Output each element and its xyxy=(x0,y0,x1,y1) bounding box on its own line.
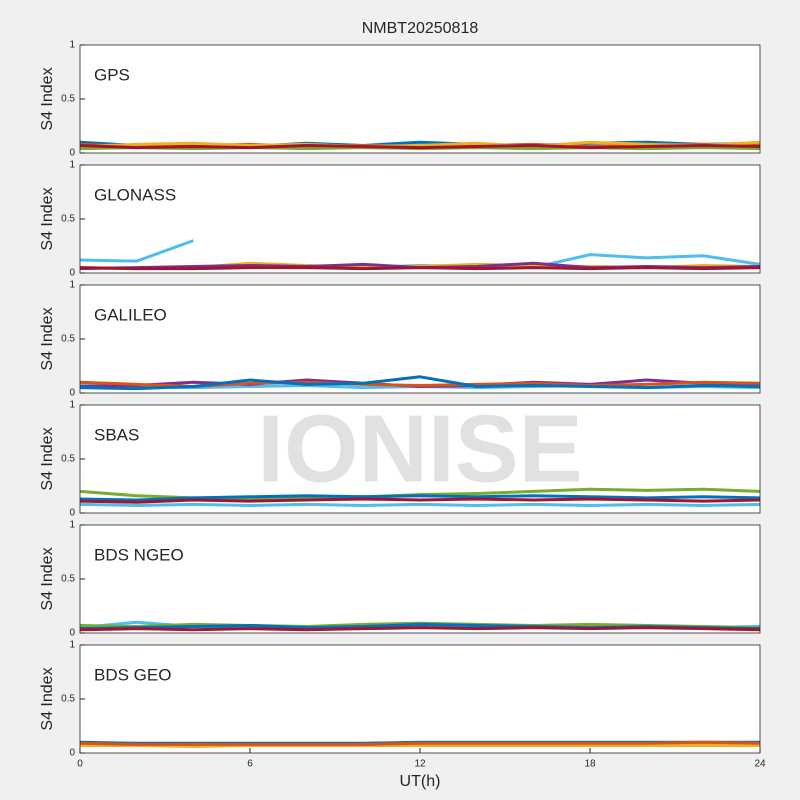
y-tick-label: 1 xyxy=(69,520,75,531)
series-line xyxy=(79,375,761,391)
axes-box xyxy=(79,644,761,754)
y-tick-label: 0.5 xyxy=(61,334,75,345)
y-tick-label: 0.5 xyxy=(61,454,75,465)
y-tick-label: 1 xyxy=(69,640,75,651)
y-axis-label: S4 Index xyxy=(39,667,56,730)
y-tick-label: 0 xyxy=(69,388,75,399)
y-tick-label: 1 xyxy=(69,160,75,171)
axes-background xyxy=(80,45,760,153)
y-tick-label: 0.5 xyxy=(61,214,75,225)
x-tick-label: 6 xyxy=(247,759,253,770)
y-tick-label: 1 xyxy=(69,40,75,51)
series-line xyxy=(79,266,761,271)
axes-background xyxy=(80,285,760,393)
panel-label: GALILEO xyxy=(94,305,167,324)
watermark: IONISE xyxy=(257,395,582,502)
y-tick-label: 0.5 xyxy=(61,94,75,105)
y-tick-label: 0 xyxy=(69,148,75,159)
y-axis-label: S4 Index xyxy=(39,67,56,130)
axes-box xyxy=(79,404,761,514)
panel-label: SBAS xyxy=(94,425,139,444)
axes-box xyxy=(79,44,761,154)
y-tick-label: 0 xyxy=(69,268,75,279)
series-line xyxy=(79,502,761,507)
y-axis-label: S4 Index xyxy=(39,187,56,250)
y-tick-label: 0 xyxy=(69,508,75,519)
y-axis-label: S4 Index xyxy=(39,307,56,370)
axes-box xyxy=(79,164,761,274)
series-line xyxy=(79,140,761,149)
x-tick-label: 18 xyxy=(584,759,596,770)
x-tick-label: 0 xyxy=(77,759,83,770)
series-line xyxy=(79,497,761,504)
y-tick-label: 1 xyxy=(69,400,75,411)
series-line xyxy=(80,743,760,749)
y-axis-label: S4 Index xyxy=(39,427,56,490)
axes-background xyxy=(80,165,760,273)
y-tick-label: 0 xyxy=(69,628,75,639)
axes-box xyxy=(79,524,761,634)
y-tick-label: 1 xyxy=(69,280,75,291)
y-tick-label: 0 xyxy=(69,748,75,759)
y-tick-label: 0.5 xyxy=(61,574,75,585)
axes-background xyxy=(80,525,760,633)
x-tick-label: 12 xyxy=(414,759,426,770)
panel-label: GLONASS xyxy=(94,185,176,204)
series-line xyxy=(79,143,761,150)
y-axis-label: S4 Index xyxy=(39,547,56,610)
panel-label: BDS NGEO xyxy=(94,545,184,564)
panel-label: BDS GEO xyxy=(94,665,171,684)
series-line xyxy=(79,740,761,746)
panel-label: GPS xyxy=(94,65,130,84)
axes-background xyxy=(80,645,760,753)
series-line xyxy=(79,494,761,502)
x-axis-label: UT(h) xyxy=(400,773,441,790)
x-tick-label: 24 xyxy=(754,759,766,770)
series-line xyxy=(79,626,761,632)
y-tick-label: 0.5 xyxy=(61,694,75,705)
chart-title: NMBT20250818 xyxy=(362,20,479,37)
axes-box xyxy=(79,284,761,394)
